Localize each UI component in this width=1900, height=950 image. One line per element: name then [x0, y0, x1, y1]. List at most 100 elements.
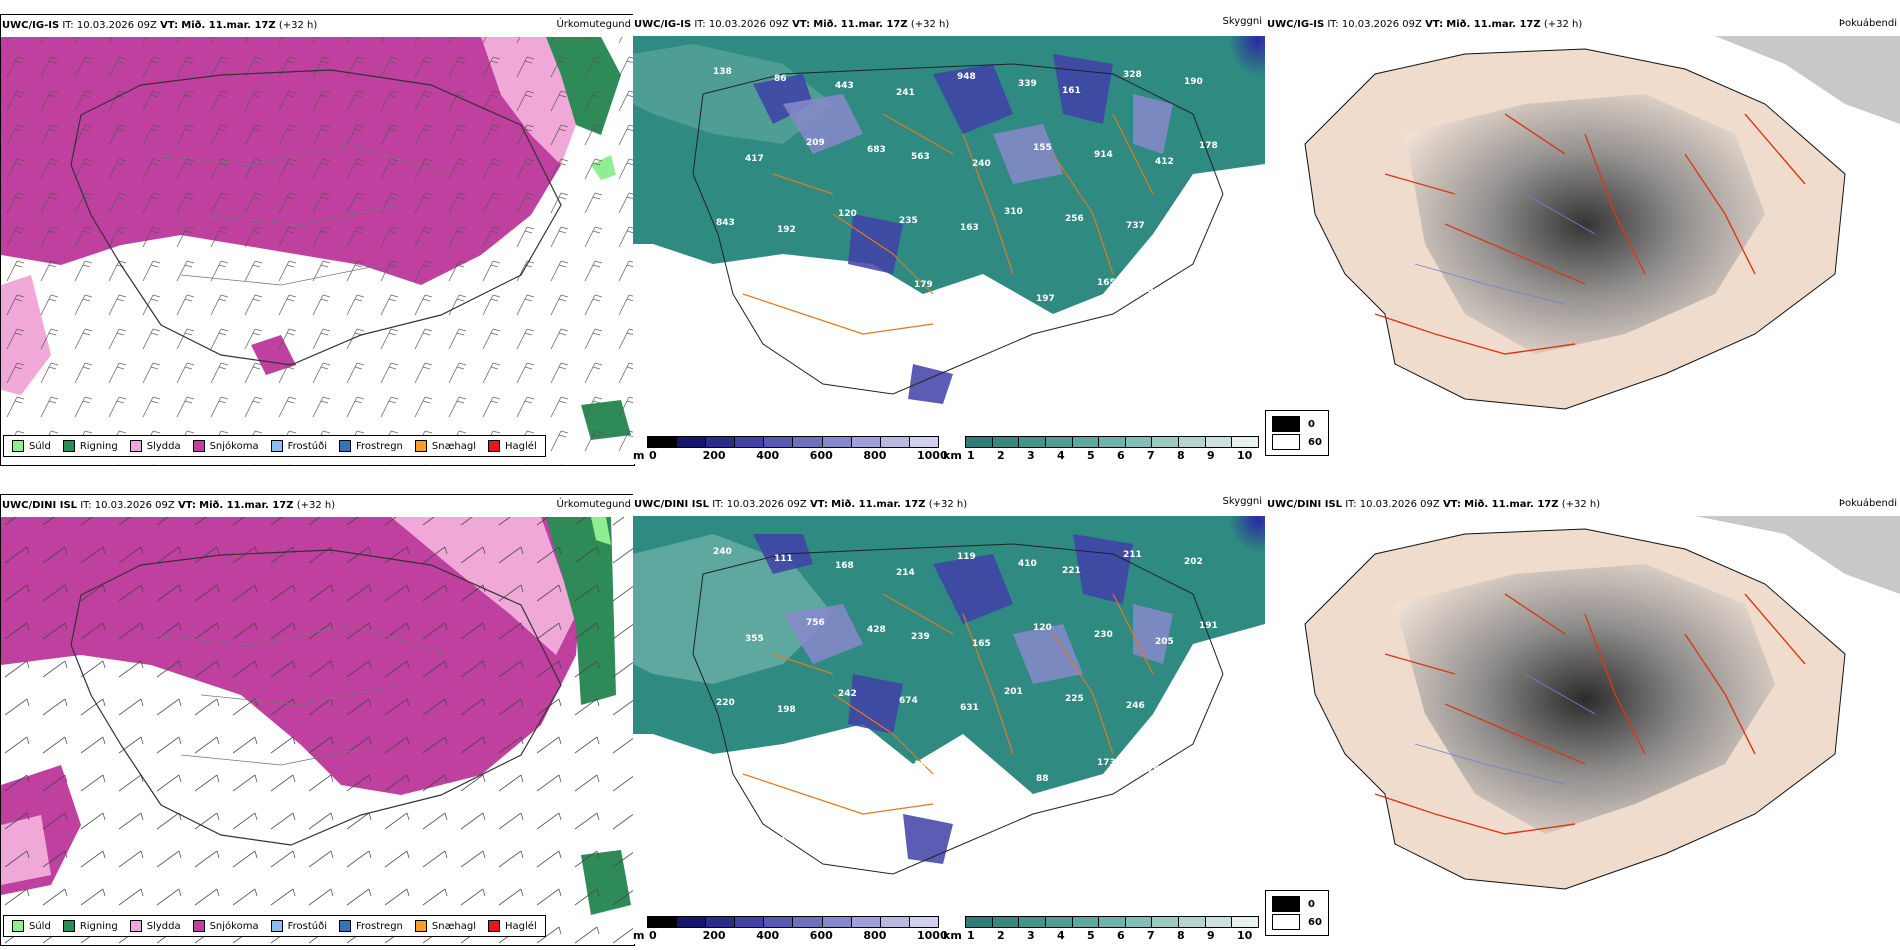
legend-swatch [414, 440, 427, 452]
panel-title-precip: Úrkomutegund [556, 499, 631, 510]
fog-legend-row: 60 [1272, 913, 1322, 931]
legend-swatch [339, 920, 351, 932]
precip-header-bottom: UWC/DINI ISL IT: 10.03.2026 09Z VT: Mið.… [2, 500, 335, 511]
valid-time: Mið. 11.mar. 17Z [813, 19, 908, 30]
cloud-panel-bottom: 240 111 168 214 119 410 221 211 202 355 756 428 239 1… [633, 494, 1265, 944]
fog-legend-swatch [1272, 896, 1300, 912]
cloud-base-value: 256 [1065, 214, 1084, 224]
cloud-base-value: 683 [867, 145, 886, 155]
legend-swatch [270, 440, 283, 452]
legend-swatch [488, 920, 501, 932]
cloud-base-value: 201 [1004, 687, 1023, 697]
valid-time: Mið. 11.mar. 17Z [831, 499, 926, 510]
colorbar-tick: 9 [1207, 929, 1215, 942]
cloud-base-value: 165 [972, 639, 991, 649]
cloud-base-value: 235 [899, 216, 918, 226]
cloud-base-value: 181 [914, 760, 933, 770]
lead-time: (+32 h) [296, 500, 336, 511]
colorbar-segment [822, 437, 852, 447]
colorbar-segment [735, 917, 765, 927]
colorbar-tick: 7 [1147, 929, 1155, 942]
colorbar-segment [1099, 437, 1126, 447]
cloud-base-value: 674 [899, 696, 918, 706]
colorbar-tick: 200 [702, 929, 726, 942]
cloud-base-value: 948 [957, 72, 976, 82]
colorbar-segment [880, 917, 910, 927]
cloud-base-value: 166 [975, 767, 994, 777]
fog-legend-swatch [1272, 434, 1300, 450]
legend-label: Snjókoma [209, 440, 259, 452]
colorbar-segment [1125, 437, 1153, 447]
cloud-base-value: 239 [911, 632, 930, 642]
init-time: 10.03.2026 09Z [1341, 19, 1422, 30]
colorbar-tick: 5 [1087, 449, 1095, 462]
colorbar-segment [1179, 917, 1206, 927]
colorbar-tick: 2 [997, 929, 1005, 942]
cloud-base-value: 192 [777, 225, 796, 235]
colorbar-segment [880, 437, 910, 447]
cloud-base-value: 417 [745, 154, 764, 164]
colorbar-segment [1232, 917, 1259, 927]
legend-swatch [129, 920, 142, 932]
cloud-base-value: 355 [745, 634, 764, 644]
init-label: IT: [694, 19, 706, 30]
precip-legend-bottom: Súld Rigning Slydda Snjókoma Frostúði Frostre… [3, 915, 546, 937]
valid-label: VT: [1442, 499, 1461, 510]
colorbar-segment [648, 917, 678, 927]
cloud-value-labels-top: 138 86 443 241 948 339 161 328 190 417 209 683 563 24… [713, 67, 1221, 306]
colorbar-tick: 3 [1027, 449, 1035, 462]
cloud-base-value: 197 [1036, 294, 1055, 304]
cloud-base-value: 75 [1141, 285, 1154, 295]
colorbar-segment [1045, 917, 1073, 927]
colorbar-tick: 600 [809, 449, 833, 462]
fog-legend-row: 0 [1272, 415, 1322, 433]
legend-label: Frostúði [287, 920, 327, 932]
legend-label: Slydda [146, 440, 181, 452]
cloud-base-value: 167 [1187, 708, 1206, 718]
valid-time: Mið. 11.mar. 17Z [199, 500, 294, 511]
legend-swatch [12, 440, 24, 452]
colorbar-segment [992, 437, 1020, 447]
cloud-base-value: 737 [1126, 221, 1145, 231]
legend-label: Haglél [505, 440, 537, 452]
colorbar-tick: 0 [649, 449, 657, 462]
legend-label: Súld [29, 440, 51, 452]
cloud-base-value: 111 [774, 554, 793, 564]
colorbar-segment [1152, 917, 1180, 927]
colorbar-tick: 200 [702, 449, 726, 462]
colorbar-segment [1045, 437, 1073, 447]
cloud-base-value: 158 [780, 833, 799, 843]
colorbar-segment [909, 917, 938, 927]
legend-swatch [62, 920, 75, 932]
valid-label: VT: [792, 19, 811, 30]
model-name: UWC/DINI ISL [2, 500, 78, 511]
cloud-base-value: 88 [1036, 774, 1049, 784]
colorbar-tick: 3 [1027, 929, 1035, 942]
valid-time: Mið. 11.mar. 17Z [1464, 499, 1559, 510]
precip-panel-bottom: UWC/DINI ISL IT: 10.03.2026 09Z VT: Mið.… [0, 494, 635, 946]
cloud-base-colorbar-top: m 0 200 400 600 800 1000 [633, 436, 948, 464]
cloud-base-value: 168 [835, 561, 854, 571]
init-label: IT: [1327, 19, 1339, 30]
colorbar-tick: 600 [809, 929, 833, 942]
legend-swatch [414, 920, 427, 932]
colorbar-segment [1152, 437, 1180, 447]
colorbar-segment [966, 437, 993, 447]
legend-item: Snæhagl [414, 920, 476, 932]
cloud-base-value: 914 [1094, 150, 1113, 160]
precip-panel-top: UWC/IG-IS IT: 10.03.2026 09Z VT: Mið. 11… [0, 14, 635, 466]
legend-item: Frostúði [270, 920, 327, 932]
cloud-header-bottom: UWC/DINI ISL IT: 10.03.2026 09Z VT: Mið.… [634, 499, 967, 510]
init-time: 10.03.2026 09Z [1359, 499, 1440, 510]
model-name: UWC/IG-IS [1267, 19, 1325, 30]
cloud-base-value: 230 [1094, 630, 1113, 640]
colorbar-tick: 800 [863, 449, 887, 462]
cloud-base-value: 139 [809, 289, 828, 299]
model-name: UWC/IG-IS [2, 20, 60, 31]
legend-swatch [270, 920, 283, 932]
cloud-base-value: 333 [975, 287, 994, 297]
colorbar-segment [677, 437, 707, 447]
panel-title-fog: Þokuábendi [1838, 498, 1897, 509]
panel-title-fog: Þokuábendi [1838, 18, 1897, 29]
colorbar-segment [909, 437, 938, 447]
